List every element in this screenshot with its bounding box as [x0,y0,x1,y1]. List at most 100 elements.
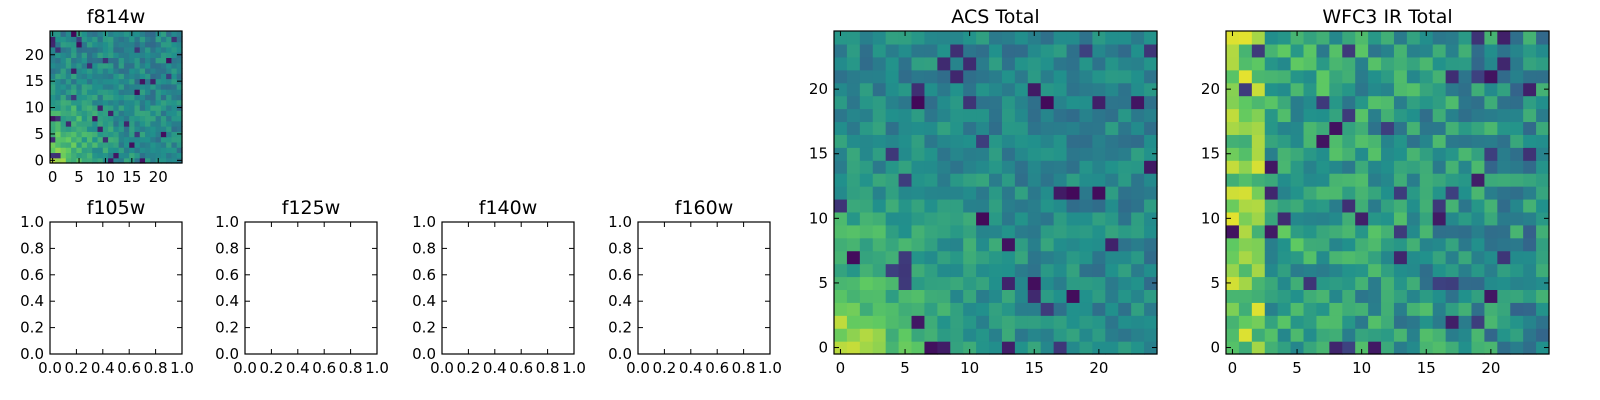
heatmap-cell [1342,211,1356,226]
heatmap-cell [976,341,990,355]
heatmap-cell [872,341,887,355]
heatmap-cell [898,289,913,303]
heatmap-cell [81,83,88,90]
heatmap-cell [166,99,173,106]
heatmap-cell [1226,31,1240,45]
heatmap-cell [81,99,88,106]
heatmap-cell [1264,43,1279,58]
heatmap-cell [60,110,67,117]
heatmap-cell [1092,173,1106,187]
heatmap-cell [1406,121,1421,135]
heatmap-cell [129,46,136,53]
heatmap-cell [1316,198,1330,213]
heatmap-cell [898,237,913,252]
heatmap-cell [160,126,167,132]
heatmap-cell [1118,95,1132,110]
heatmap-cell [150,78,157,85]
heatmap-cell [176,41,183,48]
heatmap-cell [1381,43,1395,58]
heatmap-cell [1432,302,1447,316]
heatmap-cell [86,131,93,138]
heatmap-cell [1131,302,1145,316]
y-tick-label: 0.0 [215,345,239,363]
heatmap-cell [1368,121,1382,135]
heatmap-cell [1118,328,1132,342]
heatmap-cell [1079,315,1093,329]
heatmap-cell [97,99,104,106]
heatmap-cell [911,56,926,71]
heatmap-cell [55,136,62,143]
heatmap-cell [834,302,848,316]
heatmap-cell [1066,108,1081,123]
heatmap-cell [81,73,88,80]
heatmap-cell [155,73,162,80]
heatmap-cell [1523,289,1537,303]
heatmap-cell [1484,302,1498,316]
heatmap-cell [1014,198,1029,213]
heatmap-cell [963,147,977,161]
heatmap-cell [859,328,874,342]
heatmap-cell [1105,160,1119,174]
heatmap-cell [118,110,125,117]
x-tick-label: 10 [96,168,115,186]
heatmap-cell [155,104,162,111]
y-tick-label: 5 [1210,274,1220,292]
heatmap-cell [134,147,141,154]
heatmap-cell [834,341,848,355]
heatmap-cell [1092,160,1106,174]
heatmap-cell [1040,108,1055,123]
heatmap-cell [166,136,173,143]
heatmap-cell [1484,160,1498,174]
y-tick-label: 0.8 [608,239,632,257]
heatmap-cell [145,46,151,53]
heatmap-cell [1264,56,1279,71]
y-tick-label: 0 [1210,339,1220,357]
heatmap-cell [1040,211,1055,226]
heatmap-cell [1131,43,1145,58]
heatmap-cell [1027,276,1042,290]
heatmap-cell [1303,328,1318,342]
heatmap-cell [81,52,88,58]
heatmap-cell [859,121,874,135]
heatmap-cell [113,67,120,74]
heatmap-cell [1458,173,1473,187]
heatmap-cell [97,57,104,64]
x-tick-label: 0.6 [509,359,533,377]
heatmap-cell [976,82,990,97]
heatmap-cell [1510,121,1524,135]
heatmap-cell [92,31,99,37]
heatmap-cell [1105,276,1119,290]
heatmap-cell [97,136,104,143]
heatmap-cell [108,36,114,43]
heatmap-cell [1432,69,1447,84]
heatmap-cell [1458,134,1473,148]
heatmap-cell [1471,237,1485,252]
heatmap-cell [92,73,99,80]
heatmap-cell [55,152,62,159]
heatmap-cell [872,69,887,84]
heatmap-cell [1144,211,1158,226]
heatmap-cell [963,224,977,239]
heatmap-cell [911,121,926,135]
heatmap-cell [1368,173,1382,187]
y-tick-label: 10 [809,209,828,227]
heatmap-cell [92,110,99,117]
heatmap-cell [1510,250,1524,265]
heatmap-cell [1342,69,1356,84]
heatmap-cell [166,31,173,37]
heatmap-cell [76,83,83,90]
heatmap-cell [1393,289,1408,303]
heatmap-cell [1342,250,1356,265]
heatmap-cell [859,315,874,329]
heatmap-cell [1316,134,1330,148]
heatmap-cell [166,62,173,69]
heatmap-cell [1251,186,1266,200]
heatmap-cell [1290,198,1305,213]
heatmap-cell [1316,82,1330,97]
heatmap-cell [86,46,93,53]
heatmap-cell [1419,121,1434,135]
heatmap-cell [113,99,120,106]
heatmap-cell [102,141,109,148]
heatmap-cell [1040,186,1055,200]
